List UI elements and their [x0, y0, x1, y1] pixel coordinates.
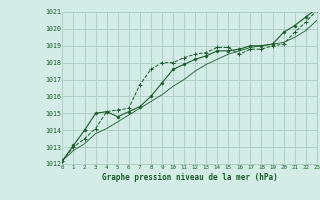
X-axis label: Graphe pression niveau de la mer (hPa): Graphe pression niveau de la mer (hPa): [102, 173, 277, 182]
